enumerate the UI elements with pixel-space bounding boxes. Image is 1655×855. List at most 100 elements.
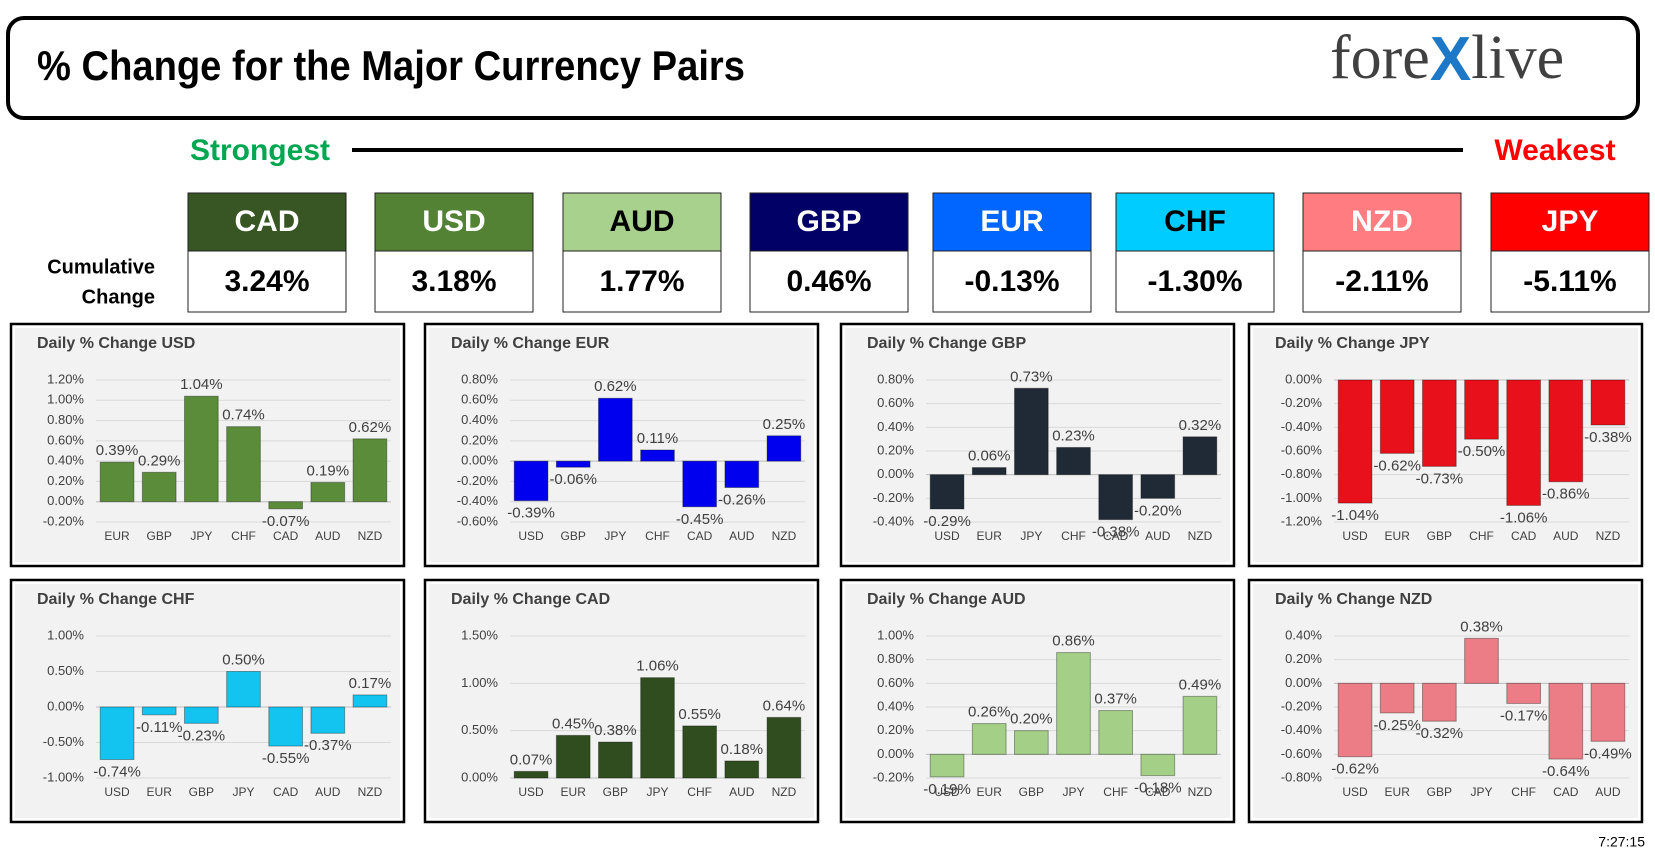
chart-title: Daily % Change NZD bbox=[1275, 591, 1432, 608]
x-tick-label: CHF bbox=[231, 529, 256, 543]
y-tick-label: 0.60% bbox=[461, 392, 498, 407]
chart-title: Daily % Change GBP bbox=[867, 335, 1026, 352]
y-tick-label: -0.20% bbox=[1281, 395, 1323, 410]
x-tick-label: GBP bbox=[1427, 529, 1452, 543]
bar bbox=[1590, 682, 1626, 742]
bar bbox=[513, 770, 549, 779]
x-tick-label: CHF bbox=[1511, 785, 1536, 799]
x-tick-label: CHF bbox=[645, 529, 670, 543]
y-tick-label: 0.40% bbox=[1285, 627, 1322, 642]
bar bbox=[929, 753, 965, 778]
value-label: 0.18% bbox=[721, 741, 764, 758]
bar bbox=[1098, 474, 1134, 521]
currency-name: EUR bbox=[980, 205, 1044, 238]
x-tick-label: EUR bbox=[977, 529, 1003, 543]
x-tick-label: CHF bbox=[687, 785, 712, 799]
x-tick-label: CAD bbox=[1145, 785, 1171, 799]
x-tick-label: USD bbox=[1342, 785, 1368, 799]
y-tick-label: 0.00% bbox=[461, 769, 498, 784]
bar bbox=[352, 438, 388, 503]
chart-title: Daily % Change AUD bbox=[867, 591, 1026, 608]
bar bbox=[1590, 379, 1626, 426]
x-tick-label: USD bbox=[518, 529, 544, 543]
value-label: -0.62% bbox=[1373, 457, 1421, 474]
y-tick-label: -0.60% bbox=[457, 513, 499, 528]
bar bbox=[1056, 652, 1091, 755]
bar bbox=[1548, 682, 1584, 760]
y-tick-label: 0.50% bbox=[461, 722, 498, 737]
bar bbox=[598, 397, 633, 462]
value-label: -0.29% bbox=[923, 513, 971, 530]
x-tick-label: JPY bbox=[1062, 785, 1084, 799]
bar bbox=[1337, 379, 1373, 504]
value-label: -0.39% bbox=[507, 505, 555, 522]
value-label: 0.23% bbox=[1052, 427, 1095, 444]
currency-name: NZD bbox=[1351, 205, 1413, 238]
bar bbox=[1056, 446, 1091, 476]
bar bbox=[1464, 637, 1499, 684]
bar bbox=[310, 481, 346, 503]
change-box bbox=[1115, 250, 1275, 313]
weakest-label: Weakest bbox=[1494, 134, 1615, 167]
y-tick-label: 1.00% bbox=[877, 627, 914, 642]
logo-mark: X bbox=[1430, 25, 1471, 94]
currency-box bbox=[1490, 192, 1650, 252]
timestamp: 7:27:15 bbox=[1598, 834, 1645, 850]
x-tick-label: JPY bbox=[646, 785, 668, 799]
logo-left: fore bbox=[1330, 24, 1430, 92]
value-label: 0.29% bbox=[138, 452, 181, 469]
bar bbox=[1379, 379, 1415, 454]
x-tick-label: AUD bbox=[729, 529, 755, 543]
value-label: 0.55% bbox=[678, 706, 721, 723]
x-tick-label: CAD bbox=[273, 785, 299, 799]
logo: foreXlive bbox=[1330, 24, 1564, 94]
change-box bbox=[562, 250, 722, 313]
y-tick-label: -1.00% bbox=[1281, 490, 1323, 505]
bar bbox=[184, 395, 219, 503]
bar bbox=[141, 471, 177, 503]
currency-name: AUD bbox=[610, 205, 675, 238]
y-tick-label: 0.00% bbox=[461, 453, 498, 468]
x-tick-label: AUD bbox=[315, 529, 341, 543]
y-tick-label: -0.80% bbox=[1281, 466, 1323, 481]
y-tick-label: -0.20% bbox=[873, 769, 915, 784]
plot-bg bbox=[429, 584, 814, 818]
x-tick-label: JPY bbox=[604, 529, 626, 543]
x-tick-label: JPY bbox=[232, 785, 254, 799]
bar bbox=[971, 467, 1007, 476]
y-tick-label: 0.00% bbox=[47, 698, 84, 713]
bar bbox=[640, 677, 675, 779]
value-label: -0.06% bbox=[549, 471, 597, 488]
x-tick-label: JPY bbox=[1470, 785, 1492, 799]
y-tick-label: 1.00% bbox=[47, 627, 84, 642]
currency-box bbox=[1115, 192, 1275, 252]
x-tick-label: GBP bbox=[561, 529, 586, 543]
y-tick-label: -0.60% bbox=[1281, 442, 1323, 457]
y-tick-label: 0.00% bbox=[47, 493, 84, 508]
bar bbox=[1140, 753, 1176, 777]
bar bbox=[268, 501, 303, 510]
x-tick-label: JPY bbox=[1020, 529, 1042, 543]
y-tick-label: 0.80% bbox=[461, 371, 498, 386]
x-tick-label: EUR bbox=[1385, 529, 1411, 543]
bar bbox=[226, 671, 261, 708]
y-tick-label: 0.40% bbox=[877, 419, 914, 434]
x-tick-label: GBP bbox=[603, 785, 628, 799]
change-box bbox=[1302, 250, 1462, 313]
bar bbox=[929, 474, 965, 510]
value-label: 0.26% bbox=[968, 704, 1011, 721]
value-label: -0.49% bbox=[1584, 745, 1632, 762]
bar bbox=[682, 460, 717, 508]
value-label: 0.06% bbox=[968, 448, 1011, 465]
bar bbox=[1098, 710, 1134, 755]
value-label: 0.38% bbox=[594, 722, 637, 739]
header-box bbox=[6, 16, 1640, 120]
x-tick-label: EUR bbox=[147, 785, 173, 799]
y-tick-label: -0.20% bbox=[457, 473, 499, 488]
value-label: 0.45% bbox=[552, 715, 595, 732]
bar bbox=[1182, 436, 1218, 476]
y-tick-label: -0.40% bbox=[1281, 419, 1323, 434]
y-tick-label: 0.00% bbox=[1285, 675, 1322, 690]
bar bbox=[1506, 379, 1542, 506]
